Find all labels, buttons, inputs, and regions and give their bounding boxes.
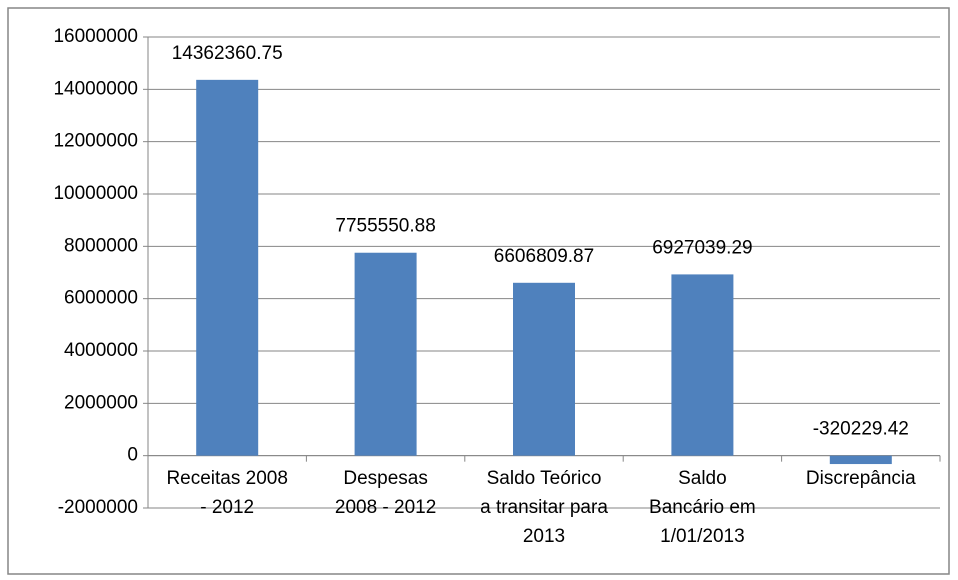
y-tick-label: 12000000 xyxy=(53,131,138,152)
bar xyxy=(196,79,259,456)
data-label: 7755550.88 xyxy=(335,216,435,237)
chart-border xyxy=(7,7,950,575)
bar xyxy=(671,274,734,456)
x-tick-label: Saldo Bancário em 1/01/2013 xyxy=(649,467,756,547)
y-tick-label: 6000000 xyxy=(64,288,138,309)
x-tick-label: Receitas 2008 - 2012 xyxy=(166,467,288,518)
x-tick-label: Discrepância xyxy=(805,467,916,489)
y-tick-label: -2000000 xyxy=(58,497,138,518)
x-tick-label: Despesas 2008 - 2012 xyxy=(334,467,437,518)
y-tick-label: 8000000 xyxy=(64,235,138,256)
x-tick-label: Saldo Teórico a transitar para 2013 xyxy=(480,467,608,547)
bar xyxy=(354,252,417,456)
y-tick-label: 2000000 xyxy=(64,392,138,413)
y-tick-label: 10000000 xyxy=(53,183,138,204)
data-label: 14362360.75 xyxy=(172,43,283,64)
data-label: 6927039.29 xyxy=(652,237,752,258)
bar xyxy=(829,455,892,465)
y-tick-label: 0 xyxy=(127,445,138,466)
y-tick-label: 4000000 xyxy=(64,340,138,361)
bar xyxy=(513,282,575,456)
data-label: 6606809.87 xyxy=(494,246,594,267)
y-tick-label: 16000000 xyxy=(53,26,138,47)
y-tick-label: 14000000 xyxy=(53,78,138,99)
data-label: -320229.42 xyxy=(813,419,909,440)
